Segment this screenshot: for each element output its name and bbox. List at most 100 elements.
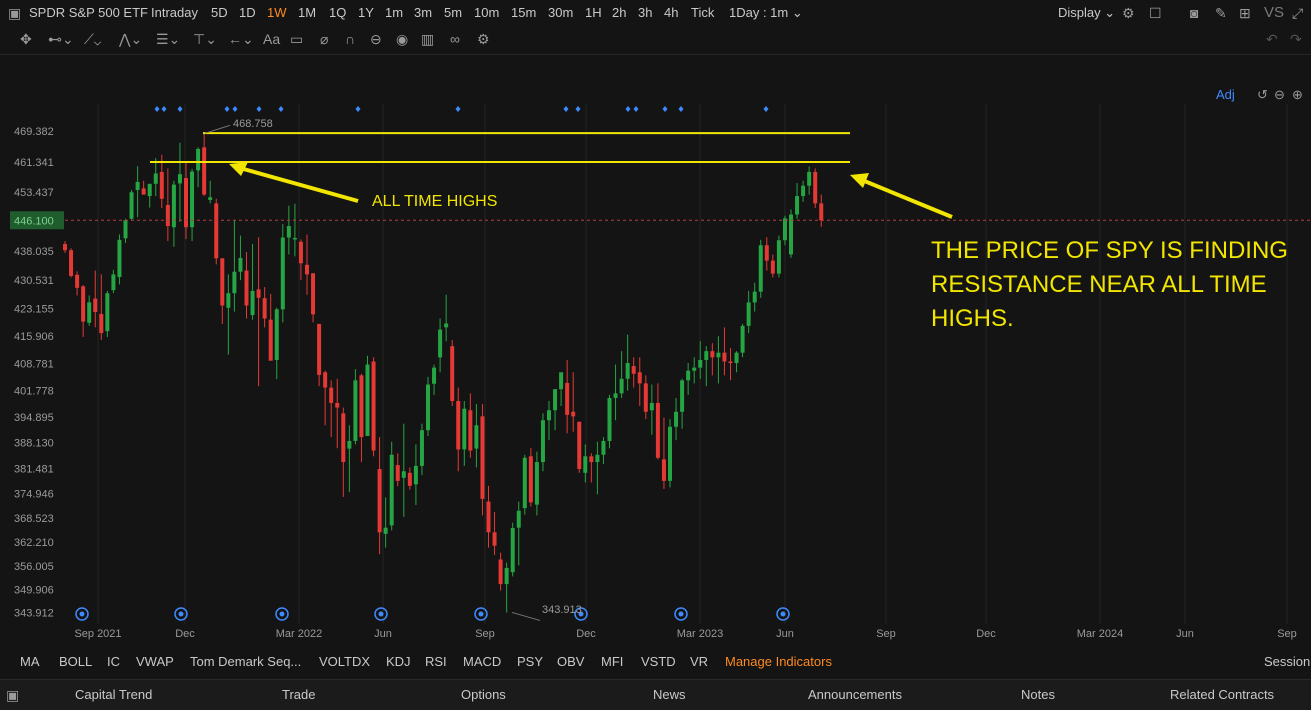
symbol-title[interactable]: SPDR S&P 500 ETF [29,5,148,20]
indicator-voltdx[interactable]: VOLTDX [319,654,371,669]
indicator-boll[interactable]: BOLL [59,654,93,669]
indicator-vwap[interactable]: VWAP [136,654,174,669]
event-marker-icon[interactable] [174,607,188,621]
event-marker-icon[interactable] [279,611,285,617]
gear-icon[interactable]: ⚙ [477,31,490,47]
candle-body [377,468,382,533]
event-marker-icon[interactable] [678,611,684,617]
period-1y[interactable]: 1Y [358,5,374,20]
candle-body [782,218,787,241]
tab-trade[interactable]: Trade [282,687,316,702]
event-marker-icon[interactable] [378,611,384,617]
lock-icon[interactable]: ⊖ [370,31,382,47]
tab-related-contracts[interactable]: Related Contracts [1170,687,1275,702]
eye-icon[interactable]: ◉ [396,31,409,47]
period-1min[interactable]: 1m [385,5,404,20]
eraser-icon[interactable]: ⌀ [320,31,329,47]
event-marker-icon[interactable] [478,611,484,617]
period-1h[interactable]: 1H [585,5,602,20]
candle-body [637,372,642,384]
vs-button[interactable]: VS [1264,4,1285,21]
layout-icon[interactable]: ☐ [1149,5,1162,21]
event-marker-icon[interactable] [75,607,89,621]
period-30min[interactable]: 30m [548,5,574,20]
redo-icon[interactable]: ↷ [1290,31,1302,47]
edit-icon[interactable]: ✎ [1215,5,1227,21]
indicator-ic[interactable]: IC [107,654,120,669]
period-1w[interactable]: 1W [267,5,287,20]
indicator-vr[interactable]: VR [690,654,709,669]
candlestick-chart[interactable]: 469.382 461.341 453.437 446.100 438.035 430.5… [0,55,1311,645]
period-10min[interactable]: 10m [474,5,500,20]
period-5d[interactable]: 5D [211,5,228,20]
indicator-rsi[interactable]: RSI [425,654,447,669]
period-5min[interactable]: 5m [444,5,463,20]
candle-body [208,197,213,200]
arrow-icon[interactable]: ←⌄ [228,31,254,47]
camera-icon[interactable]: ◙ [1190,5,1199,21]
interval-select[interactable]: 1Day : 1m ⌄ [729,5,803,21]
period-1q[interactable]: 1Q [329,5,347,20]
tab-notes[interactable]: Notes [1021,687,1055,702]
candle-body [329,387,334,403]
candle-body [214,203,219,259]
period-1d[interactable]: 1D [239,5,256,20]
tab-news[interactable]: News [653,687,686,702]
panel-toggle-icon[interactable]: ▣ [6,687,20,703]
event-marker-icon[interactable] [574,607,588,621]
zoom-out-icon[interactable]: ⊖ [1274,87,1285,102]
event-marker-icon[interactable] [780,611,786,617]
event-marker-icon[interactable] [674,607,688,621]
x-tick-label: Mar 2024 [1077,628,1123,640]
indicator-mfi[interactable]: MFI [601,654,624,669]
indicator-obv[interactable]: OBV [557,654,585,669]
trash-icon[interactable]: ▥ [421,31,435,47]
period-intraday[interactable]: Intraday [151,5,198,20]
fib-icon[interactable]: ☰⌄ [156,31,181,47]
undo-icon[interactable]: ↶ [1266,31,1278,47]
expand-icon[interactable]: ⤢ [1292,5,1304,21]
indicator-macd[interactable]: MACD [463,654,502,669]
tab-capital-trend[interactable]: Capital Trend [75,687,153,702]
event-marker-icon[interactable] [776,607,790,621]
manage-indicators-link[interactable]: Manage Indicators [725,654,832,669]
pattern-icon[interactable]: ⋀⌄ [119,31,143,47]
link-icon[interactable]: ∞ [450,31,460,47]
adj-toggle[interactable]: Adj [1216,87,1235,102]
event-marker-icon[interactable] [275,607,289,621]
session-toggle[interactable]: Session [1264,654,1311,669]
text-icon[interactable]: Aa [263,31,281,47]
indicator-ma[interactable]: MA [20,654,40,669]
measure-icon[interactable]: ⊤⌄ [193,31,217,47]
tab-announcements[interactable]: Announcements [808,687,902,702]
event-marker-icon[interactable] [474,607,488,621]
period-15min[interactable]: 15m [511,5,537,20]
indicator-kdj[interactable]: KDJ [386,654,411,669]
indicator-vstd[interactable]: VSTD [641,654,676,669]
indicator-psy[interactable]: PSY [517,654,544,669]
settings-icon[interactable]: ⚙ [1122,5,1135,21]
period-3min[interactable]: 3m [414,5,433,20]
event-marker-icon[interactable] [374,607,388,621]
period-3h[interactable]: 3h [638,5,653,20]
comment-icon[interactable]: ▭ [290,31,304,47]
grid-icon[interactable]: ⊞ [1239,5,1251,21]
crosshair-icon[interactable]: ✥ [20,31,32,47]
tab-options[interactable]: Options [461,687,506,702]
period-tick[interactable]: Tick [691,5,715,20]
event-marker-icon[interactable] [578,611,584,617]
period-4h[interactable]: 4h [664,5,679,20]
indicator-td-seq[interactable]: Tom Demark Seq... [190,654,302,669]
event-marker-icon[interactable] [178,611,184,617]
polyline-icon[interactable]: ⟋⌄ [84,31,102,47]
magnet-icon[interactable]: ∩ [345,31,356,47]
period-2h[interactable]: 2h [612,5,627,20]
trend-line-icon[interactable]: ⊷⌄ [48,31,74,47]
zoom-in-icon[interactable]: ⊕ [1292,87,1303,102]
reset-icon[interactable]: ↺ [1257,87,1268,102]
price-chart[interactable]: 469.382 461.341 453.437 446.100 438.035 430.5… [0,55,1311,645]
event-marker-icon[interactable] [79,611,85,617]
collapse-icon[interactable]: ▣ [8,5,22,21]
display-menu[interactable]: Display ⌄ [1058,5,1115,21]
period-1m[interactable]: 1M [298,5,317,20]
